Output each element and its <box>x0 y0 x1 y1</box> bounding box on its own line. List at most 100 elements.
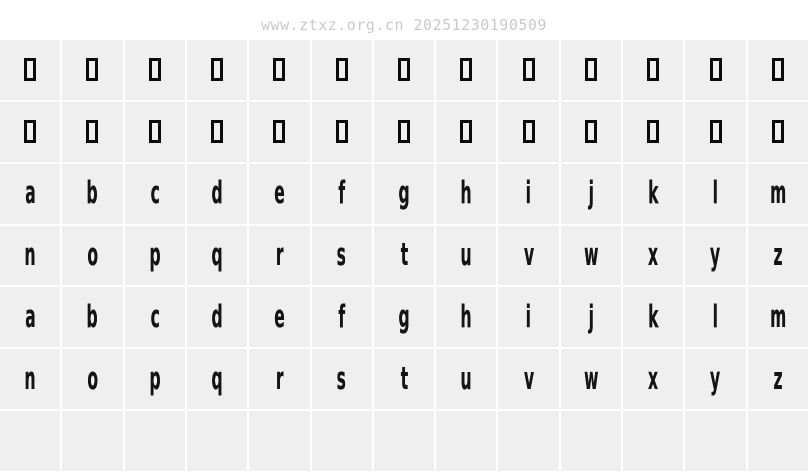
font-glyph: v <box>523 360 534 397</box>
glyph-cell-lowercase-a-m-col13: m <box>747 163 808 224</box>
glyph-cell-uppercase-mapped-a-m-col9: i <box>498 287 559 348</box>
glyph-cell-uppercase-mapped-n-z-col8: u <box>436 349 497 410</box>
glyph-cell-uppercase-mapped-n-z-col9: v <box>498 349 559 410</box>
font-glyph: h <box>460 298 472 335</box>
font-glyph: w <box>583 236 599 273</box>
glyph-cell-uppercase-mapped-a-m-col4: d <box>186 287 248 348</box>
glyph-cell-notdef-row-1-col9 <box>498 40 559 100</box>
glyph-cell-empty-row-col10 <box>560 411 622 471</box>
glyph-cell-lowercase-n-z-col11: x <box>623 225 684 286</box>
font-glyph: d <box>211 298 223 335</box>
glyph-cell-uppercase-mapped-a-m-col6: f <box>311 287 372 348</box>
notdef-tofu-icon <box>335 58 348 82</box>
glyph-cell-notdef-row-1-col7 <box>373 40 435 100</box>
glyph-cell-uppercase-mapped-n-z-col3: p <box>124 349 185 410</box>
glyph-cell-lowercase-n-z-col8: u <box>436 225 497 286</box>
notdef-tofu-icon <box>86 58 99 82</box>
glyph-cell-notdef-row-1-col4 <box>186 40 248 100</box>
font-glyph: k <box>648 298 659 335</box>
glyph-cell-lowercase-a-m-col4: d <box>186 163 248 224</box>
font-glyph: o <box>87 236 98 273</box>
glyph-cell-uppercase-mapped-n-z-col13: z <box>747 349 808 410</box>
font-glyph: a <box>24 174 36 211</box>
glyph-cell-notdef-row-2-col2 <box>62 101 123 162</box>
glyph-cell-uppercase-mapped-n-z-col11: x <box>623 349 684 410</box>
notdef-tofu-icon <box>211 58 224 82</box>
glyph-cell-notdef-row-2-col6 <box>311 101 372 162</box>
notdef-tofu-icon <box>522 58 535 82</box>
font-glyph: f <box>338 298 346 335</box>
glyph-cell-empty-row-col2 <box>62 411 123 471</box>
notdef-tofu-icon <box>771 120 784 144</box>
notdef-tofu-icon <box>709 120 722 144</box>
font-glyph: k <box>648 174 659 211</box>
glyph-cell-empty-row-col8 <box>436 411 497 471</box>
glyph-cell-notdef-row-1-col12 <box>685 40 746 100</box>
glyph-cell-lowercase-a-m-col3: c <box>124 163 185 224</box>
glyph-cell-notdef-row-1-col11 <box>623 40 684 100</box>
font-glyph: y <box>710 360 721 397</box>
font-glyph: l <box>712 174 719 211</box>
font-glyph: e <box>274 174 285 211</box>
notdef-tofu-icon <box>522 120 535 144</box>
font-glyph: v <box>523 236 534 273</box>
glyph-cell-empty-row-col12 <box>685 411 746 471</box>
notdef-tofu-icon <box>86 120 99 144</box>
glyph-cell-uppercase-mapped-n-z-col7: t <box>373 349 435 410</box>
notdef-tofu-icon <box>24 120 37 144</box>
font-glyph: i <box>525 174 532 211</box>
font-glyph: l <box>712 298 719 335</box>
glyph-cell-notdef-row-2-col9 <box>498 101 559 162</box>
font-glyph: p <box>149 360 161 397</box>
font-glyph: r <box>275 360 284 397</box>
glyph-cell-uppercase-mapped-n-z-col12: y <box>685 349 746 410</box>
glyph-cell-notdef-row-2-col10 <box>560 101 622 162</box>
glyph-cell-lowercase-a-m-col10: j <box>560 163 622 224</box>
glyph-cell-notdef-row-1-col6 <box>311 40 372 100</box>
font-glyph: n <box>24 236 36 273</box>
glyph-cell-lowercase-a-m-col7: g <box>373 163 435 224</box>
glyph-cell-empty-row-col4 <box>186 411 248 471</box>
notdef-tofu-icon <box>771 58 784 82</box>
font-glyph: d <box>211 174 223 211</box>
glyph-cell-empty-row-col7 <box>373 411 435 471</box>
glyph-cell-lowercase-n-z-col1: n <box>0 225 61 286</box>
font-glyph: n <box>24 360 36 397</box>
font-glyph: c <box>150 174 160 211</box>
notdef-tofu-icon <box>709 58 722 82</box>
glyph-cell-lowercase-n-z-col13: z <box>747 225 808 286</box>
glyph-cell-empty-row-col6 <box>311 411 372 471</box>
glyph-cell-notdef-row-1-col5 <box>249 40 310 100</box>
glyph-cell-notdef-row-2-col4 <box>186 101 248 162</box>
watermark-text: www.ztxz.org.cn 20251230190509 <box>261 16 547 34</box>
glyph-cell-uppercase-mapped-a-m-col5: e <box>249 287 310 348</box>
glyph-cell-empty-row-col13 <box>747 411 808 471</box>
glyph-cell-notdef-row-2-col3 <box>124 101 185 162</box>
font-glyph: z <box>773 236 783 273</box>
font-glyph: u <box>460 360 472 397</box>
glyph-cell-lowercase-a-m-col11: k <box>623 163 684 224</box>
glyph-cell-notdef-row-1-col3 <box>124 40 185 100</box>
notdef-tofu-icon <box>211 120 224 144</box>
glyph-cell-lowercase-n-z-col9: v <box>498 225 559 286</box>
glyph-cell-notdef-row-1-col2 <box>62 40 123 100</box>
glyph-cell-notdef-row-2-col5 <box>249 101 310 162</box>
notdef-tofu-icon <box>148 58 161 82</box>
font-glyph-grid: a b c d e f g h i j k l m n o p q r s t u v w x y z a b c d e f g h i j k l m n… <box>0 40 808 471</box>
notdef-tofu-icon <box>647 120 660 144</box>
font-glyph: y <box>710 236 721 273</box>
glyph-cell-notdef-row-2-col7 <box>373 101 435 162</box>
glyph-cell-uppercase-mapped-a-m-col13: m <box>747 287 808 348</box>
notdef-tofu-icon <box>460 58 473 82</box>
notdef-tofu-icon <box>273 58 286 82</box>
glyph-cell-uppercase-mapped-n-z-col6: s <box>311 349 372 410</box>
font-glyph: b <box>86 174 98 211</box>
glyph-cell-notdef-row-2-col1 <box>0 101 61 162</box>
font-glyph: c <box>150 298 160 335</box>
notdef-tofu-icon <box>584 120 597 144</box>
glyph-cell-uppercase-mapped-a-m-col7: g <box>373 287 435 348</box>
glyph-cell-lowercase-a-m-col6: f <box>311 163 372 224</box>
glyph-cell-notdef-row-1-col1 <box>0 40 61 100</box>
font-glyph: a <box>24 298 36 335</box>
glyph-cell-notdef-row-2-col8 <box>436 101 497 162</box>
